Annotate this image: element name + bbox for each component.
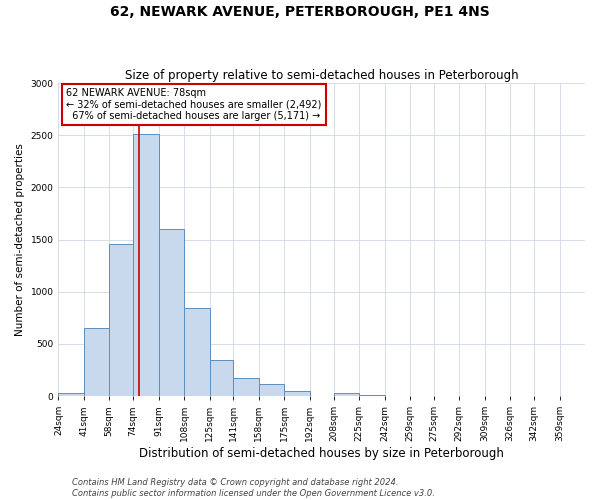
- Bar: [233, 378, 259, 396]
- Bar: [184, 308, 209, 396]
- Bar: [359, 395, 385, 396]
- Bar: [84, 328, 109, 396]
- X-axis label: Distribution of semi-detached houses by size in Peterborough: Distribution of semi-detached houses by …: [139, 447, 504, 460]
- Bar: [284, 391, 310, 396]
- Bar: [209, 360, 233, 396]
- Y-axis label: Number of semi-detached properties: Number of semi-detached properties: [15, 143, 25, 336]
- Bar: [158, 229, 184, 396]
- Bar: [133, 134, 158, 396]
- Bar: [58, 393, 84, 396]
- Bar: [109, 244, 133, 396]
- Title: Size of property relative to semi-detached houses in Peterborough: Size of property relative to semi-detach…: [125, 69, 518, 82]
- Text: 62, NEWARK AVENUE, PETERBOROUGH, PE1 4NS: 62, NEWARK AVENUE, PETERBOROUGH, PE1 4NS: [110, 5, 490, 19]
- Text: 62 NEWARK AVENUE: 78sqm
← 32% of semi-detached houses are smaller (2,492)
  67% : 62 NEWARK AVENUE: 78sqm ← 32% of semi-de…: [67, 88, 322, 121]
- Bar: [334, 394, 359, 396]
- Text: Contains HM Land Registry data © Crown copyright and database right 2024.
Contai: Contains HM Land Registry data © Crown c…: [72, 478, 435, 498]
- Bar: [259, 384, 284, 396]
